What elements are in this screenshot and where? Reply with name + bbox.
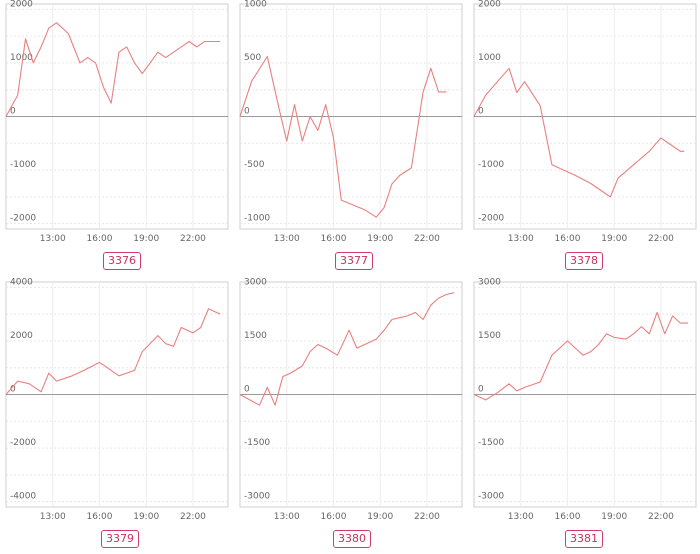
y-tick-label-3378: -1000 — [478, 160, 504, 170]
series-line-3377 — [239, 55, 447, 218]
y-tick-label-3378: 0 — [478, 107, 484, 117]
y-tick-label-3379: -4000 — [10, 492, 36, 502]
y-tick-label-3377: -500 — [244, 160, 265, 170]
x-tick-label-3380: 13:00 — [274, 512, 300, 522]
x-tick-label-3377: 16:00 — [321, 234, 347, 244]
y-tick-label-3376: 0 — [10, 107, 16, 117]
chart-id-badge-3376: 3376 — [103, 252, 141, 270]
y-tick-label-3377: -1000 — [244, 214, 270, 224]
x-tick-label-3381: 13:00 — [508, 512, 534, 522]
x-tick-label-3378: 22:00 — [648, 234, 674, 244]
x-tick-label-3380: 22:00 — [414, 512, 440, 522]
chart-id-badge-3377: 3377 — [335, 252, 373, 270]
x-tick-label-3381: 16:00 — [555, 512, 581, 522]
chart-panel-3380: 3000 1500 0 -1500 -3000 13:00 16:00 19:00 22:00 … — [234, 277, 466, 554]
chart-id-badge-3379: 3379 — [101, 530, 139, 548]
x-tick-label-3379: 16:00 — [87, 512, 113, 522]
series-line-3376 — [5, 22, 221, 117]
y-tick-label-3376: 2000 — [10, 0, 33, 9]
series-line-3378 — [473, 67, 685, 198]
y-tick-label-3376: 1000 — [10, 53, 33, 63]
y-tick-label-3376: -1000 — [10, 160, 36, 170]
y-tick-label-3379: 2000 — [10, 331, 33, 341]
chart-panel-3378: 2000 1000 0 -1000 -2000 13:00 16:00 19:00 22:00 … — [468, 0, 700, 276]
series-line-3379 — [5, 308, 221, 395]
y-tick-label-3380: 0 — [244, 385, 250, 395]
y-tick-label-3381: 1500 — [478, 331, 501, 341]
chart-panel-3376: 2000 1000 0 -1000 -2000 13:00 16:00 19:00 22:00 … — [0, 0, 232, 276]
line-chart-3381: 3000 1500 0 -1500 -3000 13:00 16:00 19:00 22:00 — [473, 277, 697, 522]
x-tick-label-3378: 19:00 — [601, 234, 627, 244]
line-chart-3380: 3000 1500 0 -1500 -3000 13:00 16:00 19:00 22:00 — [239, 277, 463, 522]
series-line-3381 — [473, 311, 689, 401]
y-tick-label-3380: 1500 — [244, 331, 267, 341]
x-tick-label-3377: 22:00 — [414, 234, 440, 244]
y-tick-label-3377: 1000 — [244, 0, 267, 9]
y-tick-label-3379: 4000 — [10, 277, 33, 287]
x-tick-label-3380: 16:00 — [321, 512, 347, 522]
x-tick-label-3381: 19:00 — [601, 512, 627, 522]
chart-panel-3381: 3000 1500 0 -1500 -3000 13:00 16:00 19:00 22:00 … — [468, 277, 700, 554]
x-tick-label-3376: 16:00 — [87, 234, 113, 244]
x-tick-label-3376: 19:00 — [133, 234, 159, 244]
y-tick-label-3378: -2000 — [478, 214, 504, 224]
y-tick-label-3381: -1500 — [478, 438, 504, 448]
y-tick-label-3379: 0 — [10, 385, 16, 395]
y-tick-label-3381: 0 — [478, 385, 484, 395]
x-tick-label-3376: 22:00 — [180, 234, 206, 244]
x-tick-label-3378: 13:00 — [508, 234, 534, 244]
x-tick-label-3378: 16:00 — [555, 234, 581, 244]
line-chart-3379: 4000 2000 0 -2000 -4000 13:00 16:00 19:00 22:00 — [5, 277, 229, 522]
y-tick-label-3381: 3000 — [478, 277, 501, 287]
y-tick-label-3379: -2000 — [10, 438, 36, 448]
x-tick-label-3376: 13:00 — [40, 234, 66, 244]
y-tick-label-3380: -1500 — [244, 438, 270, 448]
y-tick-label-3378: 1000 — [478, 53, 501, 63]
series-line-3380 — [239, 292, 455, 406]
y-tick-label-3380: -3000 — [244, 492, 270, 502]
chart-panel-3377: 1000 500 0 -500 -1000 13:00 16:00 19:00 22:00 33… — [234, 0, 466, 276]
y-tick-label-3376: -2000 — [10, 214, 36, 224]
x-tick-label-3379: 13:00 — [40, 512, 66, 522]
y-tick-label-3377: 0 — [244, 107, 250, 117]
line-chart-3376: 2000 1000 0 -1000 -2000 13:00 16:00 19:00 22:00 — [5, 0, 229, 244]
x-tick-label-3377: 13:00 — [274, 234, 300, 244]
x-tick-label-3379: 22:00 — [180, 512, 206, 522]
x-tick-label-3380: 19:00 — [367, 512, 393, 522]
y-tick-label-3381: -3000 — [478, 492, 504, 502]
chart-id-badge-3380: 3380 — [333, 530, 371, 548]
y-tick-label-3380: 3000 — [244, 277, 267, 287]
chart-id-badge-3378: 3378 — [565, 252, 603, 270]
x-tick-label-3379: 19:00 — [133, 512, 159, 522]
x-tick-label-3377: 19:00 — [367, 234, 393, 244]
chart-id-badge-3381: 3381 — [565, 530, 603, 548]
line-chart-3378: 2000 1000 0 -1000 -2000 13:00 16:00 19:00 22:00 — [473, 0, 697, 244]
y-tick-label-3377: 500 — [244, 53, 261, 63]
x-tick-label-3381: 22:00 — [648, 512, 674, 522]
y-tick-label-3378: 2000 — [478, 0, 501, 9]
line-chart-3377: 1000 500 0 -500 -1000 13:00 16:00 19:00 22:00 — [239, 0, 463, 244]
chart-panel-3379: 4000 2000 0 -2000 -4000 13:00 16:00 19:00 22:00 … — [0, 277, 232, 554]
